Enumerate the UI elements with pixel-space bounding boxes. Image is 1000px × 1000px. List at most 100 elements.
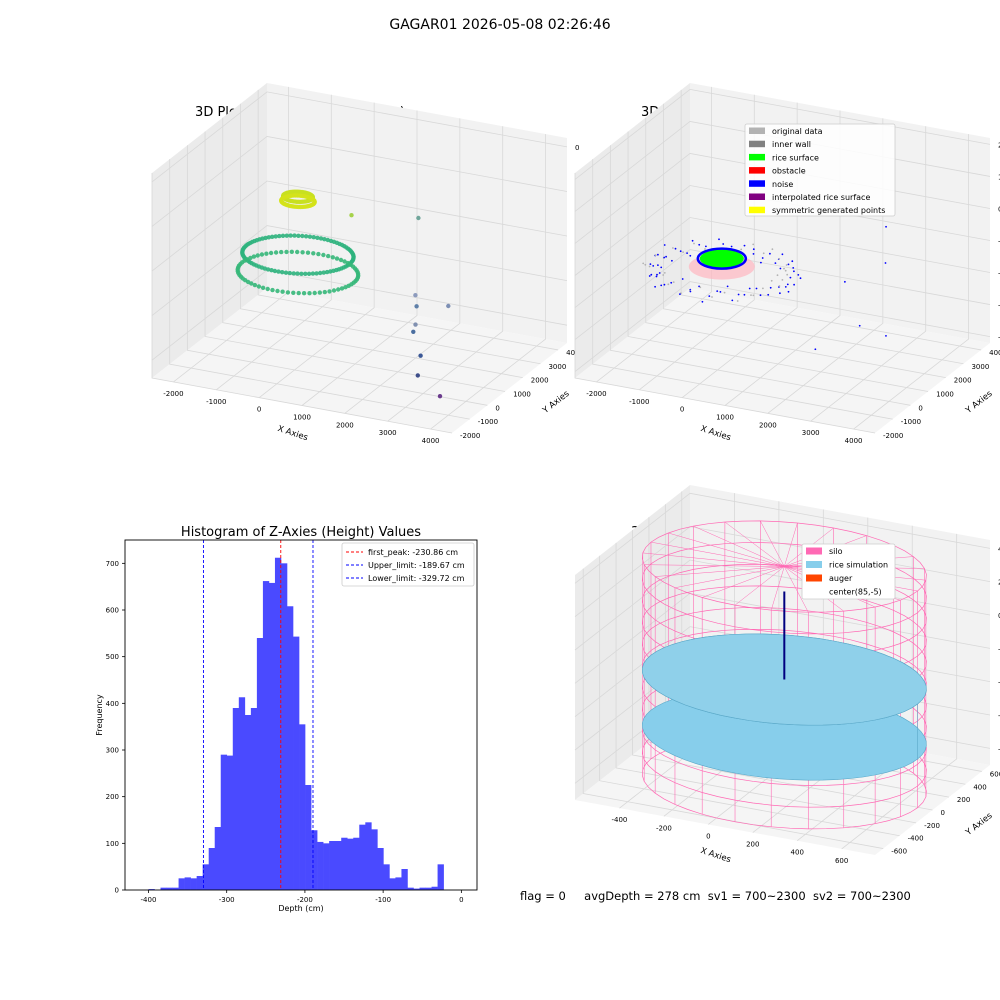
hist-bar <box>329 841 336 890</box>
x-tick-label: 4000 <box>422 437 440 445</box>
hist-bar <box>311 830 318 890</box>
x-axis-label: X Axies <box>699 846 732 865</box>
data-point <box>336 287 341 292</box>
legend-label: symmetric generated points <box>772 206 885 215</box>
x-tick-label: 1000 <box>716 414 734 422</box>
data-point <box>331 288 337 293</box>
data-point <box>679 293 681 295</box>
data-point <box>797 274 800 276</box>
y-tick-label: -1000 <box>901 418 921 426</box>
data-point <box>791 260 794 263</box>
noise-ring <box>696 247 748 270</box>
hist-bar <box>389 878 396 890</box>
data-point <box>317 290 322 295</box>
data-point <box>843 280 846 283</box>
status-flag: flag = 0 <box>520 889 566 903</box>
data-point <box>642 262 645 265</box>
hist-bar <box>437 864 444 890</box>
data-point <box>793 270 795 273</box>
y-tick-label: 0 <box>918 404 922 412</box>
z-tick-label: -3000 <box>998 302 1000 310</box>
gridline-x <box>344 118 461 414</box>
data-point <box>437 394 443 399</box>
data-point <box>252 282 258 288</box>
data-point <box>283 270 289 275</box>
data-point <box>783 267 785 270</box>
data-point <box>264 251 269 256</box>
data-point <box>787 263 790 266</box>
data-point <box>295 271 300 276</box>
data-point <box>743 244 746 247</box>
legend-swatch <box>749 140 765 148</box>
gridline-y <box>151 173 453 434</box>
z-tick-label: 0 <box>998 205 1000 213</box>
data-point <box>792 267 795 269</box>
data-point <box>723 291 726 294</box>
data-point <box>275 288 280 294</box>
x-tick-label: 4000 <box>845 437 863 445</box>
hist-bar <box>323 843 330 890</box>
data-point <box>268 250 274 256</box>
x-tick-label: 600 <box>835 857 848 865</box>
y-tick-label: -600 <box>891 848 907 856</box>
x-axis-label: Depth (cm) <box>278 904 323 913</box>
hist-bar <box>214 827 222 890</box>
data-point <box>730 245 733 248</box>
data-point <box>310 271 316 276</box>
z-tick-label: 1000 <box>998 173 1000 181</box>
data-point <box>648 275 651 277</box>
data-point <box>280 233 286 238</box>
gridline-y <box>574 173 876 434</box>
gridline-z <box>574 217 991 308</box>
hist-bar <box>280 563 288 890</box>
silo-roof-line <box>770 566 785 611</box>
y-tick-label: 700 <box>106 560 119 568</box>
hist-bar <box>262 581 270 890</box>
data-point <box>752 294 755 297</box>
x-tick-label: -1000 <box>206 398 226 406</box>
legend: first_peak: -230.86 cm Upper_limit: -189.… <box>341 542 475 587</box>
z-tick-label: 0 <box>998 612 1000 620</box>
silo-roof-line <box>668 532 785 567</box>
data-point <box>663 283 666 286</box>
x-tick-label: -2000 <box>586 390 606 398</box>
y-tick-label: 1000 <box>513 390 531 398</box>
y-tick-label: 0 <box>115 887 119 895</box>
y-tick-label: 600 <box>990 770 1000 778</box>
data-point <box>761 257 764 259</box>
data-point <box>719 291 722 293</box>
data-point <box>650 273 653 276</box>
data-point <box>330 255 335 260</box>
z-tick-label: -4000 <box>998 334 1000 342</box>
y-tick-label: 3000 <box>548 363 566 371</box>
data-point <box>326 253 331 259</box>
data-point <box>762 287 764 290</box>
x-tick-label: -100 <box>375 896 391 904</box>
data-point <box>760 261 762 264</box>
data-point <box>413 322 418 327</box>
data-point <box>743 293 746 296</box>
data-point <box>663 256 666 259</box>
z-tick-label: -400 <box>998 679 1000 687</box>
data-point <box>748 287 751 290</box>
data-point <box>316 251 321 257</box>
data-point <box>300 250 305 255</box>
x-tick-label: 3000 <box>802 429 820 437</box>
y-axis-label: Y Axies <box>963 811 995 839</box>
hist-bar <box>250 708 258 890</box>
legend-label: Lower_limit: -329.72 cm <box>368 574 465 583</box>
data-point <box>349 213 354 218</box>
data-point <box>411 329 416 334</box>
y-axis-label: Frequency <box>95 694 104 736</box>
data-point <box>312 290 317 296</box>
data-point <box>256 284 262 289</box>
gridline-z <box>151 225 568 316</box>
data-point <box>689 290 692 293</box>
z-tick-label: 200 <box>998 579 1000 587</box>
silo-roof-line <box>784 566 809 613</box>
hist-bar <box>377 848 384 890</box>
data-point <box>339 286 345 291</box>
x-tick-label: 1000 <box>293 414 311 422</box>
data-point <box>273 234 278 239</box>
legend-swatch <box>749 206 765 214</box>
